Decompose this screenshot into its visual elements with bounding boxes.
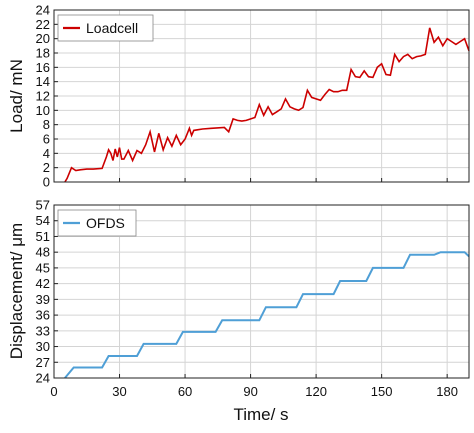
load-y-tick-label: 20 [36, 31, 50, 46]
displacement-y-tick-label: 24 [36, 371, 50, 386]
displacement-plot-frame [53, 204, 470, 379]
displacement-y-tick-label: 54 [36, 213, 50, 228]
load-legend-label: Loadcell [86, 20, 138, 36]
displacement-y-tick-label: 27 [36, 355, 50, 370]
load-y-tick-label: 8 [43, 117, 50, 132]
load-y-tick-label: 14 [36, 74, 50, 89]
load-y-tick-label: 6 [43, 132, 50, 147]
x-tick-label: 120 [305, 384, 327, 399]
loadcell-line [64, 27, 470, 183]
displacement-panel: 0 30 60 90 120 150 180242730333639424548515457… [7, 198, 470, 424]
x-tick-label: 0 [50, 384, 57, 399]
load-y-tick-label: 0 [43, 175, 50, 190]
x-axis-label: Time/ s [233, 405, 288, 424]
load-y-tick-label: 16 [36, 60, 50, 75]
displacement-y-tick-label: 33 [36, 323, 50, 338]
load-y-tick-label: 24 [36, 3, 50, 18]
displacement-y-tick-label: 57 [36, 198, 50, 213]
displacement-y-tick-label: 51 [36, 229, 50, 244]
load-y-tick-label: 2 [43, 160, 50, 175]
x-tick-label: 180 [436, 384, 458, 399]
displacement-y-tick-label: 45 [36, 260, 50, 275]
displacement-legend-label: OFDS [86, 215, 125, 231]
x-tick-label: 30 [112, 384, 126, 399]
displacement-y-tick-label: 48 [36, 245, 50, 260]
displacement-y-tick-label: 30 [36, 339, 50, 354]
load-y-tick-label: 10 [36, 103, 50, 118]
displacement-y-tick-label: 42 [36, 276, 50, 291]
displacement-y-tick-label: 39 [36, 292, 50, 307]
load-plot-frame [53, 9, 470, 183]
x-tick-label: 150 [371, 384, 393, 399]
displacement-grid [54, 205, 469, 378]
displacement-legend: OFDS [57, 209, 137, 237]
load-y-tick-label: 22 [36, 17, 50, 32]
load-y-tick-label: 4 [43, 146, 50, 161]
load-y-tick-label: 18 [36, 46, 50, 61]
load-y-tick-label: 12 [36, 89, 50, 104]
displacement-y-axis-label: Displacement/ μm [7, 223, 26, 359]
load-y-axis-label: Load/ mN [7, 59, 26, 133]
x-tick-label: 90 [243, 384, 257, 399]
ofds-line [64, 251, 470, 379]
x-tick-label: 60 [178, 384, 192, 399]
load-legend: Loadcell [57, 14, 154, 42]
displacement-y-tick-label: 36 [36, 308, 50, 323]
